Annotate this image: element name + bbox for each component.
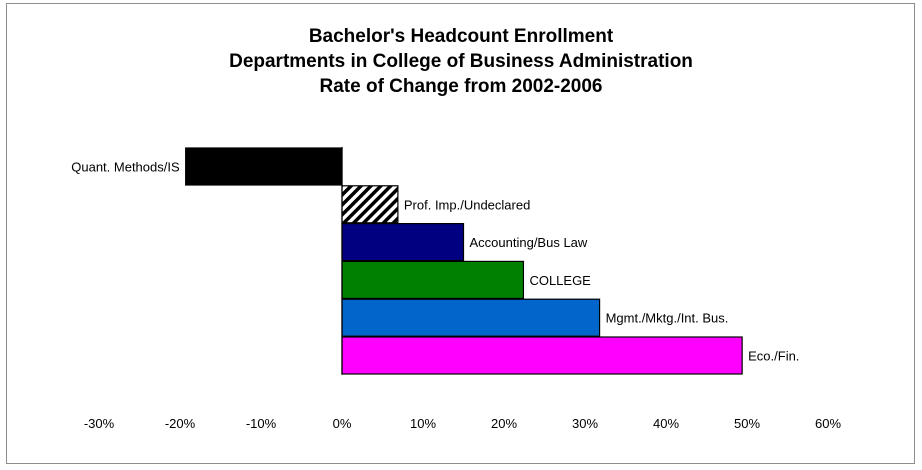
chart-title-line-2: Departments in College of Business Admin… (229, 51, 693, 72)
x-tick-label-1: -20% (165, 416, 196, 431)
x-tick-label-5: 20% (491, 416, 517, 431)
bar-4 (341, 298, 601, 337)
bar-3 (341, 260, 525, 299)
bar-label-3: COLLEGE (529, 273, 591, 288)
x-tick-label-6: 30% (572, 416, 598, 431)
bar-0 (185, 147, 343, 186)
bar-label-1: Prof. Imp./Undeclared (404, 197, 530, 212)
x-tick-label-0: -30% (84, 416, 115, 431)
bar-1 (341, 185, 399, 224)
bar-label-0: Quant. Methods/IS (71, 160, 180, 175)
x-tick-label-9: 60% (815, 416, 841, 431)
bar-5 (341, 336, 743, 375)
chart-title-line-3: Rate of Change from 2002-2006 (319, 76, 603, 97)
x-tick-label-7: 40% (653, 416, 679, 431)
chart-title-line-1: Bachelor's Headcount Enrollment (308, 26, 614, 47)
x-tick-label-4: 10% (410, 416, 436, 431)
x-tick-label-2: -10% (246, 416, 277, 431)
x-tick-label-3: 0% (333, 416, 352, 431)
chart-title: Bachelor's Headcount Enrollment Departme… (0, 24, 922, 99)
bar-2 (341, 223, 465, 262)
bar-label-2: Accounting/Bus Law (470, 235, 588, 250)
bar-label-4: Mgmt./Mktg./Int. Bus. (606, 311, 729, 326)
x-tick-label-8: 50% (734, 416, 760, 431)
bar-label-5: Eco./Fin. (748, 349, 799, 364)
